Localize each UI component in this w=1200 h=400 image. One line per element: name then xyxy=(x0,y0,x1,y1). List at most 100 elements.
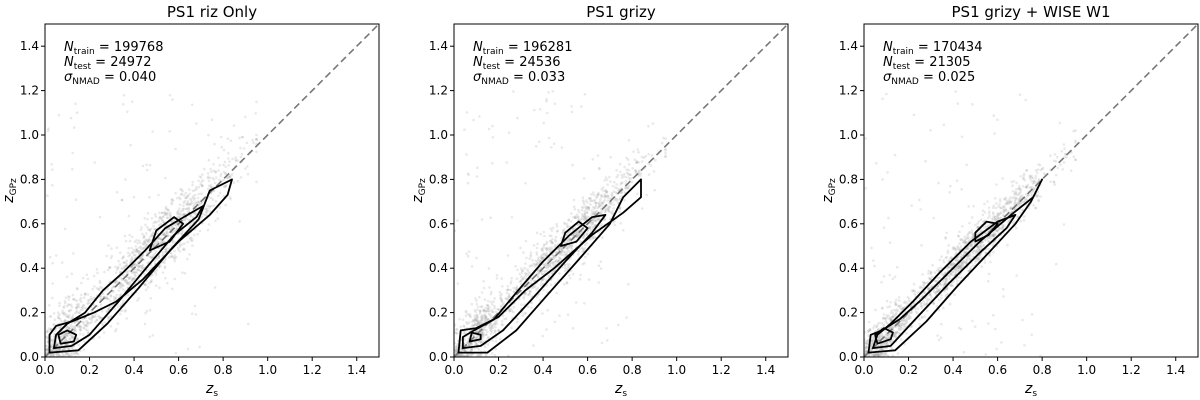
scatter-point xyxy=(470,342,473,346)
scatter-point xyxy=(969,244,973,247)
scatter-point xyxy=(475,336,479,340)
scatter-point xyxy=(71,167,74,171)
scatter-point xyxy=(988,223,991,227)
scatter-point xyxy=(166,208,169,211)
scatter-point xyxy=(84,328,88,332)
scatter-point xyxy=(613,198,617,202)
scatter-point xyxy=(148,255,152,259)
scatter-point xyxy=(145,240,149,243)
scatter-point xyxy=(60,261,64,264)
scatter-point xyxy=(604,196,608,199)
scatter-point xyxy=(121,267,124,270)
scatter-point xyxy=(599,260,603,264)
scatter-point xyxy=(618,206,622,209)
scatter-point xyxy=(472,324,475,327)
scatter-point xyxy=(470,320,474,324)
scatter-point xyxy=(948,257,952,260)
scatter-point xyxy=(488,309,491,313)
scatter-point xyxy=(227,163,230,167)
scatter-point xyxy=(581,263,584,266)
scatter-point xyxy=(500,292,503,296)
scatter-point xyxy=(239,146,242,150)
scatter-point xyxy=(147,241,151,244)
scatter-point xyxy=(957,276,961,279)
scatter-point xyxy=(540,253,544,257)
scatter-point xyxy=(494,310,498,314)
scatter-point xyxy=(498,308,501,312)
x-tick-label: 1.4 xyxy=(347,363,366,377)
scatter-point xyxy=(923,315,927,318)
scatter-point xyxy=(600,202,603,205)
scatter-point xyxy=(974,223,977,227)
scatter-point xyxy=(565,247,569,251)
scatter-point xyxy=(454,345,458,349)
scatter-point xyxy=(567,266,571,270)
scatter-point xyxy=(992,217,995,220)
scatter-point xyxy=(1032,179,1036,183)
scatter-point xyxy=(921,315,924,319)
scatter-point xyxy=(57,113,61,117)
scatter-point xyxy=(940,294,943,297)
scatter-point xyxy=(1003,197,1006,201)
scatter-point xyxy=(67,316,71,319)
scatter-point xyxy=(474,316,478,320)
scatter-point xyxy=(48,315,52,318)
scatter-point xyxy=(1001,227,1004,230)
scatter-point xyxy=(71,293,75,297)
scatter-point xyxy=(115,327,118,331)
scatter-point xyxy=(463,348,467,352)
scatter-point xyxy=(886,342,889,345)
scatter-point xyxy=(480,340,483,344)
scatter-point xyxy=(936,276,940,280)
scatter-point xyxy=(185,207,188,211)
scatter-point xyxy=(510,309,514,313)
scatter-point xyxy=(652,170,656,173)
scatter-point xyxy=(972,234,975,237)
scatter-point xyxy=(146,218,149,221)
scatter-point xyxy=(869,346,873,349)
scatter-point xyxy=(925,302,928,306)
scatter-point xyxy=(960,135,964,139)
scatter-point xyxy=(154,213,157,216)
scatter-point xyxy=(46,340,49,344)
scatter-point xyxy=(132,271,136,274)
scatter-point xyxy=(165,246,168,250)
y-tick-label: 1.4 xyxy=(20,39,39,53)
scatter-point xyxy=(49,315,53,318)
scatter-point xyxy=(134,274,138,278)
scatter-point xyxy=(197,200,200,204)
scatter-point xyxy=(898,323,901,326)
scatter-point xyxy=(1022,176,1025,180)
scatter-point xyxy=(460,353,463,357)
scatter-point xyxy=(493,306,496,310)
scatter-point xyxy=(494,340,498,343)
y-axis-label: zGPz xyxy=(820,178,838,204)
scatter-point xyxy=(618,210,621,214)
scatter-point xyxy=(49,328,53,331)
scatter-point xyxy=(895,265,899,269)
scatter-point xyxy=(991,233,995,236)
scatter-point xyxy=(992,250,995,254)
scatter-point xyxy=(537,140,541,144)
scatter-point xyxy=(173,277,177,281)
scatter-point xyxy=(539,279,543,282)
scatter-point xyxy=(83,293,87,296)
scatter-point xyxy=(949,284,953,287)
scatter-point xyxy=(484,354,488,357)
scatter-point xyxy=(467,321,471,324)
scatter-point xyxy=(567,218,571,222)
scatter-point xyxy=(621,181,624,184)
scatter-point xyxy=(67,347,71,351)
scatter-point xyxy=(72,252,75,255)
x-tick-label: 0.4 xyxy=(944,363,963,377)
scatter-point xyxy=(75,287,79,290)
scatter-point xyxy=(479,353,483,357)
scatter-point xyxy=(215,210,219,214)
scatter-point xyxy=(529,279,533,283)
scatter-point xyxy=(114,281,118,285)
scatter-point xyxy=(473,318,477,322)
scatter-point xyxy=(128,253,132,256)
scatter-point xyxy=(212,178,216,181)
scatter-point xyxy=(885,334,889,338)
scatter-point xyxy=(956,245,959,248)
